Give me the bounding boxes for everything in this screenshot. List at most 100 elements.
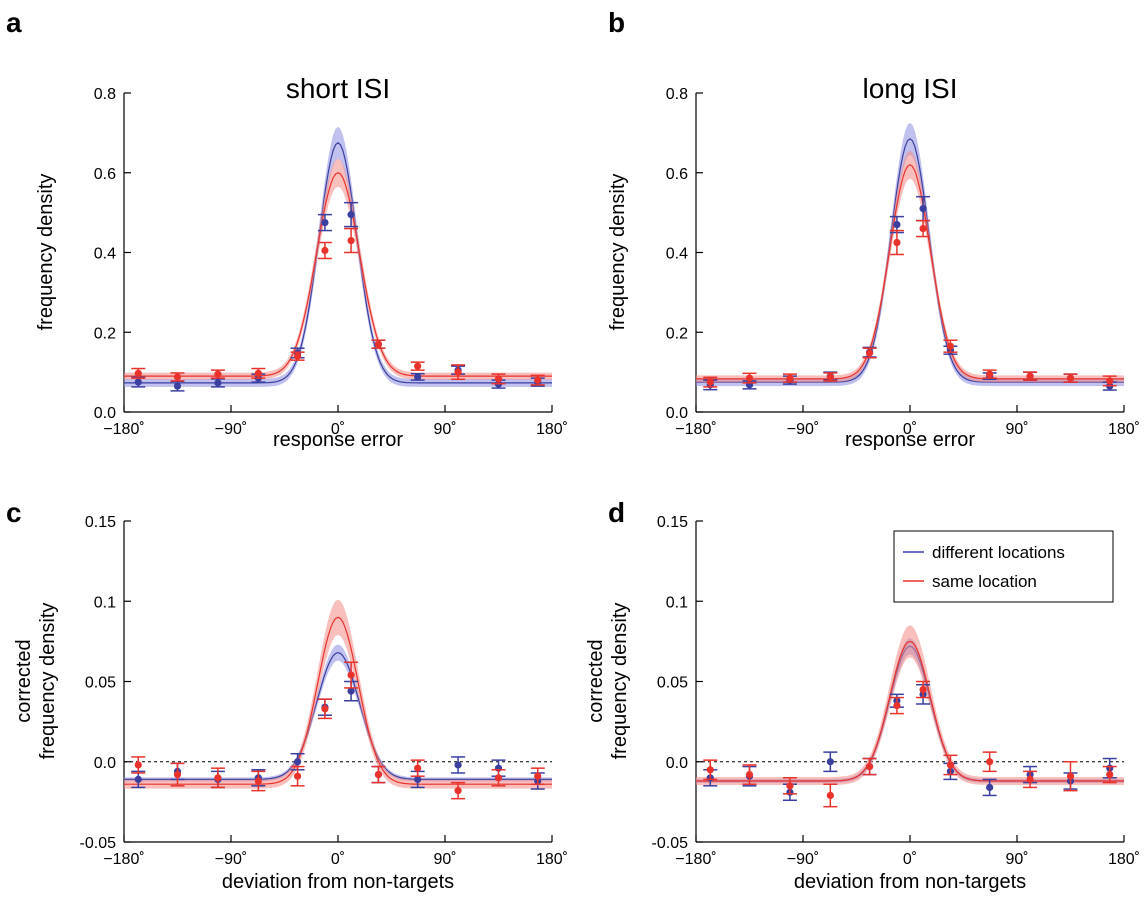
data-point	[706, 378, 714, 386]
data-point	[454, 761, 462, 769]
data-point	[214, 379, 222, 387]
data-point	[1106, 770, 1114, 779]
panel-a: a short ISI 0.0 0.2 0.4 0.6 0.8 −180˚ −90˚ 0˚ 90…	[6, 7, 568, 451]
data-point	[534, 376, 542, 384]
x-tick-label: 90˚	[1005, 851, 1028, 868]
data-point	[946, 761, 955, 769]
y-axis-label-d-line2: frequency density	[609, 603, 631, 760]
y-axis-label-a: frequency density	[35, 174, 57, 331]
x-tick-label: 180˚	[536, 851, 568, 868]
y-tick-label: 0.0	[666, 755, 688, 772]
data-point	[1066, 772, 1075, 780]
x-tick-label: 90˚	[1005, 421, 1028, 438]
x-axis-label-d: deviation from non-targets	[794, 871, 1026, 893]
data-point	[347, 211, 355, 219]
x-tick-label: 180˚	[1108, 851, 1140, 868]
x-tick-label: 90˚	[433, 421, 456, 438]
data-point	[347, 687, 355, 695]
data-point	[134, 775, 142, 784]
confidence-band	[696, 150, 1124, 383]
panel-letter-d: d	[608, 497, 625, 528]
x-tick-label: 0˚	[903, 421, 917, 438]
fit-curve	[696, 645, 1124, 782]
data-point	[706, 766, 714, 774]
data-point	[1066, 374, 1075, 382]
data-point	[826, 758, 834, 766]
legend-label-same-location: same location	[932, 572, 1037, 591]
x-axis-label-b: response error	[845, 429, 975, 451]
x-tick-label: 180˚	[536, 421, 568, 438]
data-point	[1026, 372, 1034, 380]
confidence-band	[124, 158, 552, 380]
data-point	[893, 238, 901, 247]
x-tick-label: −180˚	[675, 421, 716, 438]
y-tick-label: 0.8	[94, 86, 116, 103]
data-point	[1026, 775, 1034, 784]
panel-letter-a: a	[6, 7, 22, 38]
data-point	[414, 373, 422, 381]
fit-curve	[124, 142, 552, 384]
data-point	[454, 787, 462, 795]
data-point	[293, 352, 302, 360]
fit-curve	[124, 172, 552, 377]
data-point	[865, 762, 874, 771]
y-tick-label: 0.1	[94, 594, 116, 611]
y-tick-label: 0.05	[657, 675, 688, 692]
x-tick-label: 0˚	[331, 421, 345, 438]
x-tick-label: −180˚	[103, 851, 144, 868]
data-point	[986, 758, 994, 766]
y-tick-label: -0.05	[80, 835, 117, 852]
panel-title-a: short ISI	[286, 73, 390, 104]
fit-curve	[124, 651, 552, 781]
legend: different locations same location	[893, 530, 1114, 603]
data-point	[321, 246, 329, 255]
data-point	[745, 374, 754, 382]
data-point	[254, 369, 262, 377]
data-point	[919, 685, 927, 694]
x-tick-label: −90˚	[787, 421, 819, 438]
data-point	[494, 375, 503, 383]
data-point	[374, 770, 383, 779]
data-point	[293, 772, 302, 780]
data-point	[919, 205, 927, 213]
y-tick-label: 0.1	[666, 594, 688, 611]
data-point	[414, 775, 422, 784]
y-tick-label: 0.2	[666, 325, 688, 342]
data-point	[173, 770, 182, 779]
data-point	[826, 791, 834, 800]
y-tick-label: 0.05	[85, 675, 116, 692]
data-point	[1106, 377, 1114, 385]
panel-title-b: long ISI	[863, 73, 958, 104]
fit-curve	[696, 640, 1124, 782]
y-axis-label-c-line1: corrected	[13, 639, 35, 722]
data-point	[173, 382, 182, 390]
fit-curve	[124, 616, 552, 785]
y-tick-label: 0.15	[657, 514, 688, 531]
panel-c: c -0.050.00.050.10.15−180˚ −90˚ 0˚ 90˚ 180˚ …	[6, 497, 568, 893]
data-point	[173, 373, 182, 381]
y-tick-label: 0.4	[94, 246, 116, 263]
data-point	[893, 220, 901, 229]
y-axis-label-b: frequency density	[607, 174, 629, 331]
data-point	[786, 782, 794, 790]
plot-area-d: -0.05 0.0 0.05 0.1 0.15 −180˚ −90˚ 0˚ 90˚ 180˚	[652, 514, 1140, 868]
data-point	[986, 370, 994, 378]
data-point	[745, 770, 754, 779]
data-point	[946, 342, 955, 350]
y-axis-label-c-line2: frequency density	[37, 603, 59, 760]
y-tick-label: 0.6	[94, 166, 116, 183]
data-point	[919, 224, 927, 233]
data-point	[865, 349, 874, 357]
panel-letter-b: b	[608, 7, 625, 38]
data-point	[454, 368, 462, 376]
confidence-band	[124, 644, 552, 782]
x-tick-label: 0˚	[903, 851, 917, 868]
fit-curve	[696, 164, 1124, 380]
y-tick-label: -0.05	[652, 835, 689, 852]
data-point	[134, 369, 142, 377]
y-tick-label: 0.0	[94, 405, 116, 422]
data-point	[374, 340, 383, 348]
panel-letter-c: c	[6, 497, 22, 528]
y-tick-label: 0.0	[666, 405, 688, 422]
data-point	[321, 218, 329, 227]
